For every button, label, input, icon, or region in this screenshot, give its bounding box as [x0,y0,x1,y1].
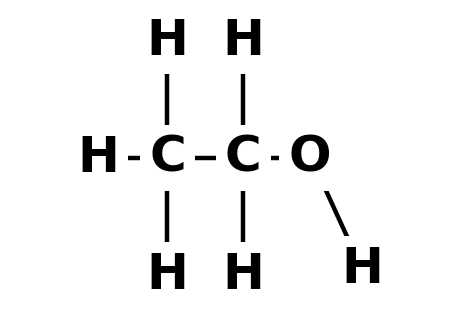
Text: C: C [149,134,186,182]
Text: H: H [341,245,383,293]
Text: H: H [77,134,119,182]
Text: O: O [289,134,331,182]
Text: O: O [289,134,331,182]
Text: C: C [225,134,262,182]
Text: C: C [225,134,262,182]
Text: H: H [146,17,189,65]
Text: H: H [77,134,119,182]
Text: H: H [222,251,264,299]
Text: H: H [222,251,264,299]
Text: H: H [146,17,189,65]
Text: H: H [341,245,383,293]
Text: H: H [146,251,189,299]
Text: H: H [222,17,264,65]
Text: H: H [146,251,189,299]
Text: C: C [149,134,186,182]
Text: H: H [222,17,264,65]
